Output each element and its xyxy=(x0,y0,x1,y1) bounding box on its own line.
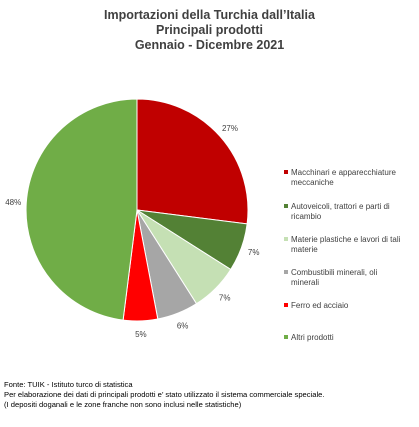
legend-label-line: Autoveicoli, trattori e parti di xyxy=(291,202,390,211)
legend-label-line: Ferro ed acciaio xyxy=(291,301,349,310)
source-line-3: (I depositi doganali e le zone franche n… xyxy=(4,400,242,409)
pie-slices xyxy=(25,98,249,322)
source-line-1: Fonte: TUIK - Istituto turco di statisti… xyxy=(4,380,133,389)
pie-slice xyxy=(25,98,138,321)
pie-data-label: 7% xyxy=(219,294,231,303)
legend-label-line: Materie plastiche e lavori di tali xyxy=(291,235,401,244)
source-note: Fonte: TUIK - Istituto turco di statisti… xyxy=(4,380,414,410)
pie-labels: 27% 7% 7% 6% 5% 48% xyxy=(5,124,259,339)
pie-slice xyxy=(136,98,249,225)
legend-item-ferro-acciaio: Ferro ed acciaio xyxy=(284,301,416,333)
legend-swatch xyxy=(284,270,288,274)
legend-swatch xyxy=(284,303,288,307)
legend-swatch xyxy=(284,204,288,208)
legend-label-line: Macchinari e apparecchiature xyxy=(291,168,396,177)
legend-label-line: Combustibili minerali, oli xyxy=(291,268,378,277)
legend-swatch xyxy=(284,237,288,241)
legend-item-macchinari: Macchinari e apparecchiature meccaniche xyxy=(284,168,416,202)
pie-data-label: 5% xyxy=(135,330,147,339)
chart-subtitle-line-2: Gennaio - Dicembre 2021 xyxy=(134,38,285,52)
legend: Macchinari e apparecchiature meccaniche … xyxy=(284,168,416,347)
pie-data-label: 48% xyxy=(5,198,21,207)
pie-data-label: 7% xyxy=(248,248,260,257)
legend-swatch xyxy=(284,335,288,339)
legend-label-line: Altri prodotti xyxy=(291,333,334,342)
legend-item-altri-prodotti: Altri prodotti xyxy=(284,333,416,347)
legend-item-autoveicoli: Autoveicoli, trattori e parti di ricambi… xyxy=(284,202,416,235)
legend-label-line: ricambio xyxy=(291,212,322,221)
legend-item-combustibili: Combustibili minerali, oli minerali xyxy=(284,268,416,301)
chart-title: Importazioni della Turchia dall’Italia xyxy=(104,8,315,22)
legend-item-materie-plastiche: Materie plastiche e lavori di tali mater… xyxy=(284,235,416,268)
legend-label-line: meccaniche xyxy=(291,178,334,187)
pie-data-label: 27% xyxy=(222,124,238,133)
source-line-2: Per elaborazione dei dati di principali … xyxy=(4,390,325,399)
legend-label-line: materie xyxy=(291,245,318,254)
chart-title-block: Importazioni della Turchia dall’Italia P… xyxy=(0,8,419,53)
legend-label-line: minerali xyxy=(291,278,320,287)
chart-subtitle-line-1: Principali prodotti xyxy=(156,23,263,37)
legend-swatch xyxy=(284,170,288,174)
pie-chart: 27% 7% 7% 6% 5% 48% xyxy=(5,98,259,339)
pie-data-label: 6% xyxy=(177,321,189,330)
